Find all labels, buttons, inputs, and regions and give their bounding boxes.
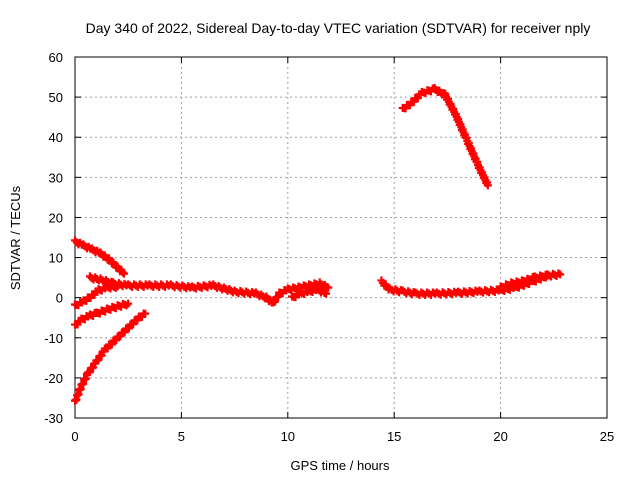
data-point	[556, 270, 565, 279]
y-tick-label: 40	[49, 130, 63, 145]
plot-border	[74, 56, 608, 419]
y-tick-label: 20	[49, 210, 63, 225]
data-point	[124, 299, 133, 308]
y-tick-label: -10	[44, 331, 63, 346]
series-arc-2	[71, 281, 122, 310]
series-arc-9	[398, 83, 492, 190]
series-arc-4	[71, 309, 150, 405]
x-tick-label: 20	[493, 429, 507, 444]
y-tick-label: 0	[56, 291, 63, 306]
x-tick-label: 25	[600, 429, 614, 444]
data-point	[118, 268, 127, 277]
x-tick-label: 10	[281, 429, 295, 444]
y-tick-label: 50	[49, 90, 63, 105]
x-tick-label: 15	[387, 429, 401, 444]
series-arc-6	[288, 284, 331, 302]
data-point	[483, 181, 492, 190]
y-tick-label: 30	[49, 170, 63, 185]
chart-title: Day 340 of 2022, Sidereal Day-to-day VTE…	[86, 20, 591, 36]
series-arc-5	[85, 272, 333, 307]
grid-lines	[75, 57, 607, 418]
data-point	[324, 283, 333, 292]
data-point	[119, 269, 128, 278]
data-point	[543, 271, 552, 280]
axis-ticks: 0 5 10 15 20 25 -30 -20 -10 0 10 20 30 40 50 60	[44, 50, 614, 444]
series-arc-8	[496, 270, 552, 292]
y-tick-label: -20	[44, 371, 63, 386]
data-points	[71, 83, 565, 405]
series-arc-3	[71, 299, 133, 329]
y-tick-label: 10	[49, 251, 63, 266]
plot-frame	[74, 56, 608, 419]
x-tick-label: 5	[178, 429, 185, 444]
x-tick-label: 0	[71, 429, 78, 444]
x-axis-label: GPS time / hours	[291, 458, 390, 473]
y-tick-label: 60	[49, 50, 63, 65]
y-tick-label: -30	[44, 411, 63, 426]
data-point	[322, 289, 331, 298]
data-point	[141, 309, 150, 318]
series-arc-1	[71, 236, 128, 278]
y-axis-label: SDTVAR / TECUs	[8, 185, 23, 290]
